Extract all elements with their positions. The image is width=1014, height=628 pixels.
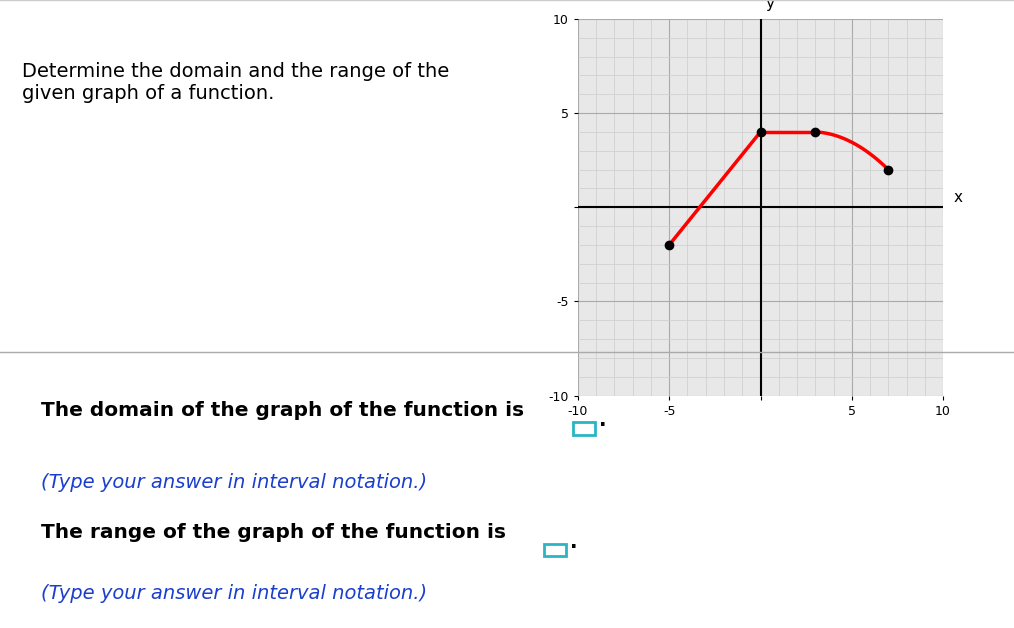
Text: x: x — [954, 190, 963, 205]
Text: Determine the domain and the range of the
given graph of a function.: Determine the domain and the range of th… — [22, 62, 449, 103]
Text: (Type your answer in interval notation.): (Type your answer in interval notation.) — [41, 584, 427, 603]
FancyBboxPatch shape — [544, 544, 566, 556]
Text: The domain of the graph of the function is: The domain of the graph of the function … — [41, 401, 530, 420]
FancyBboxPatch shape — [573, 422, 595, 435]
Text: .: . — [599, 411, 606, 430]
Text: y: y — [766, 0, 775, 11]
Text: The range of the graph of the function is: The range of the graph of the function i… — [41, 523, 512, 542]
Text: .: . — [570, 533, 577, 552]
Text: (Type your answer in interval notation.): (Type your answer in interval notation.) — [41, 474, 427, 492]
